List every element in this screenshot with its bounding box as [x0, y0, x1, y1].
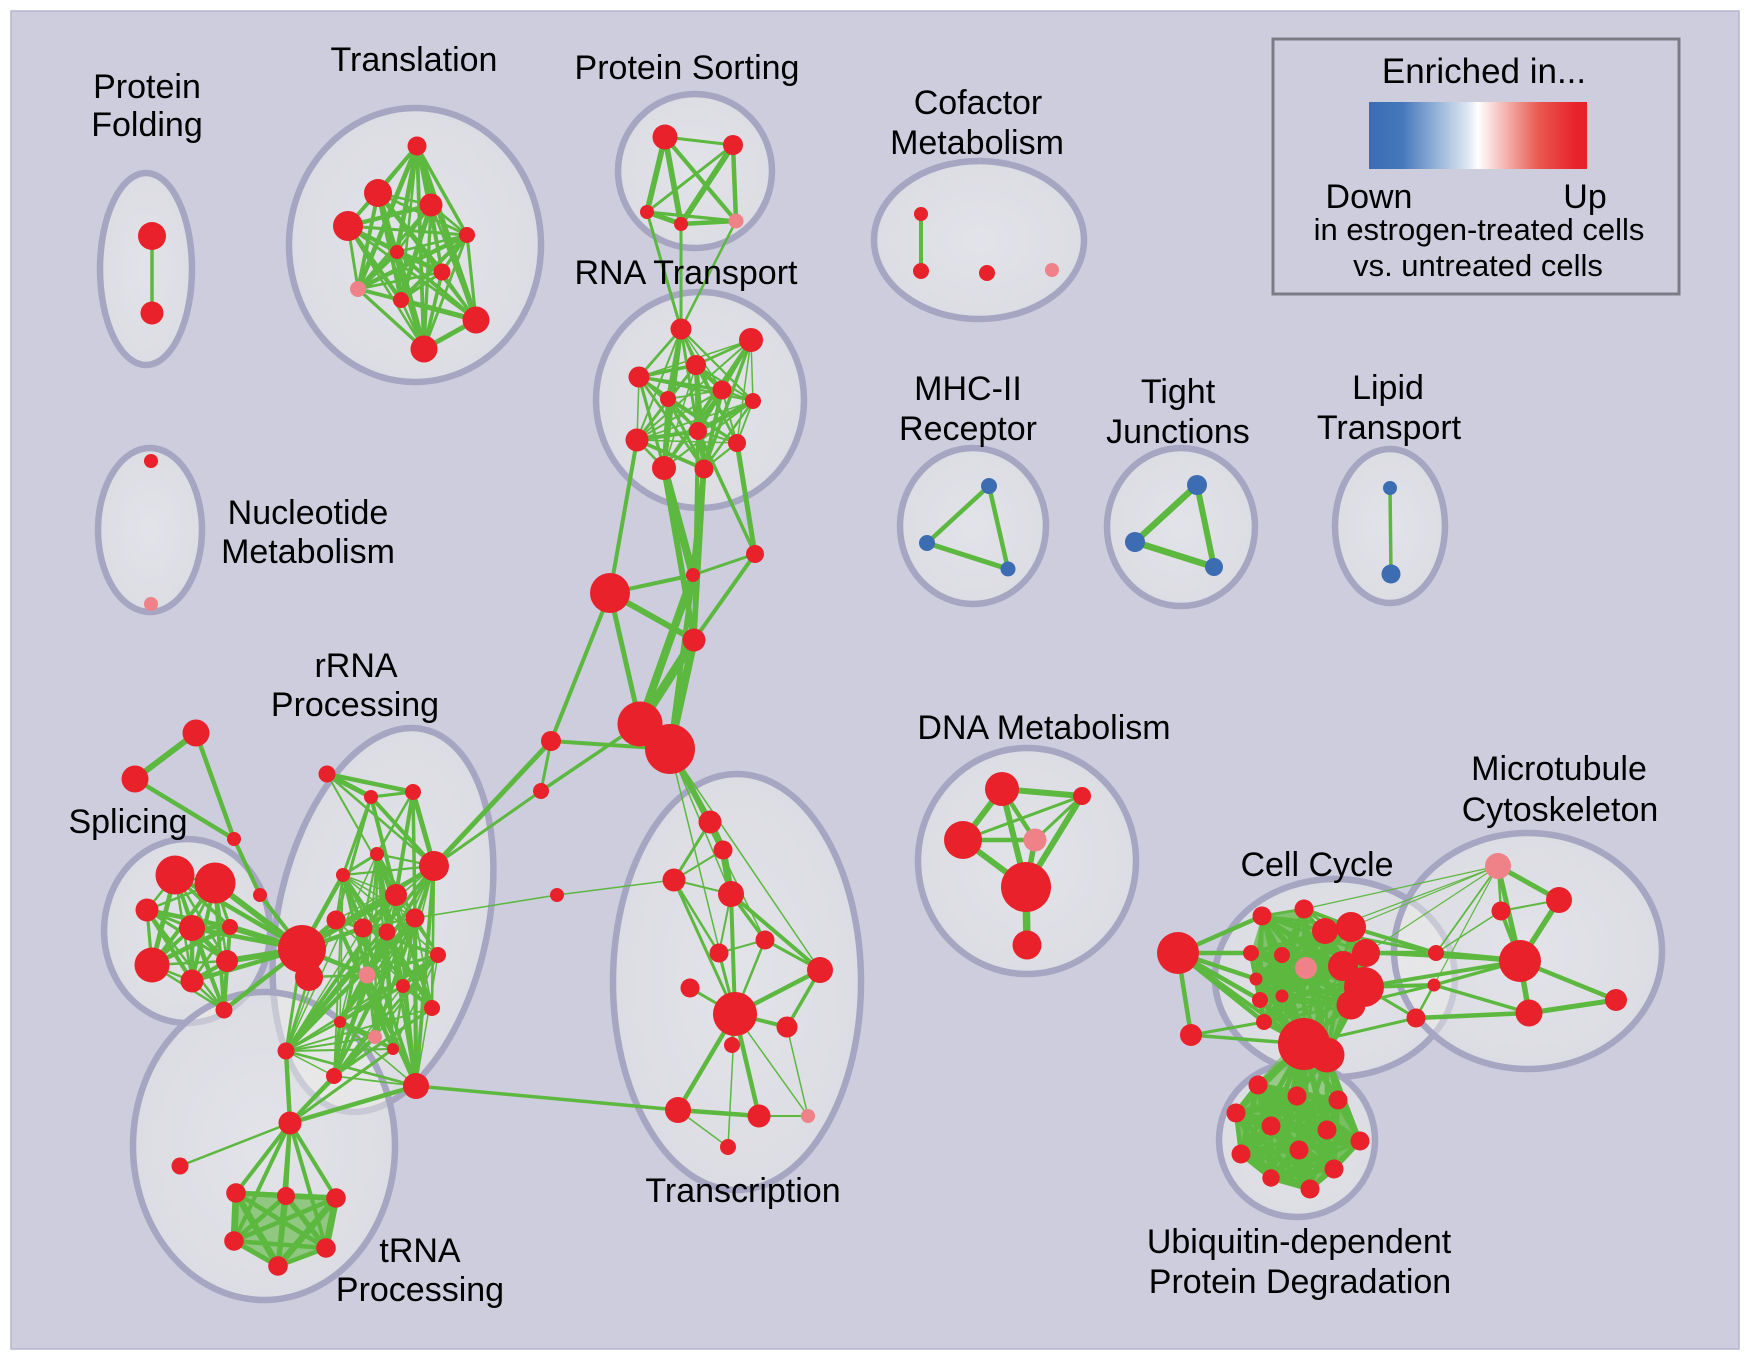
svg-text:tRNA: tRNA	[379, 1232, 461, 1270]
svg-text:RNA Transport: RNA Transport	[575, 254, 799, 292]
svg-text:Translation: Translation	[331, 41, 498, 79]
svg-text:Transport: Transport	[1317, 409, 1462, 447]
svg-text:Folding: Folding	[91, 106, 203, 144]
svg-text:Down: Down	[1326, 178, 1413, 216]
svg-text:Processing: Processing	[336, 1271, 504, 1309]
svg-text:Protein Sorting: Protein Sorting	[575, 49, 800, 87]
svg-text:Microtubule: Microtubule	[1471, 750, 1647, 788]
svg-text:Processing: Processing	[271, 686, 439, 724]
svg-text:Ubiquitin-dependent: Ubiquitin-dependent	[1147, 1223, 1452, 1261]
svg-text:Cofactor: Cofactor	[914, 84, 1043, 122]
svg-text:Cytoskeleton: Cytoskeleton	[1462, 791, 1659, 829]
svg-text:vs. untreated cells: vs. untreated cells	[1353, 248, 1603, 283]
svg-text:Splicing: Splicing	[68, 803, 187, 841]
svg-text:Metabolism: Metabolism	[221, 533, 395, 571]
svg-text:Tight: Tight	[1141, 373, 1216, 411]
svg-text:Junctions: Junctions	[1106, 413, 1250, 451]
svg-text:DNA Metabolism: DNA Metabolism	[917, 709, 1170, 747]
svg-text:in estrogen-treated cells: in estrogen-treated cells	[1314, 212, 1645, 247]
svg-text:Transcription: Transcription	[645, 1172, 840, 1210]
svg-text:Protein Degradation: Protein Degradation	[1149, 1263, 1451, 1301]
svg-text:Lipid: Lipid	[1352, 369, 1424, 407]
svg-text:Enriched in...: Enriched in...	[1382, 52, 1586, 91]
svg-text:Receptor: Receptor	[899, 410, 1037, 448]
svg-text:Nucleotide: Nucleotide	[228, 494, 389, 532]
svg-text:Cell Cycle: Cell Cycle	[1240, 846, 1393, 884]
svg-text:Metabolism: Metabolism	[890, 124, 1064, 162]
svg-text:rRNA: rRNA	[314, 647, 397, 685]
svg-text:MHC-II: MHC-II	[914, 370, 1022, 408]
svg-text:Protein: Protein	[93, 68, 201, 106]
svg-text:Up: Up	[1563, 178, 1606, 216]
